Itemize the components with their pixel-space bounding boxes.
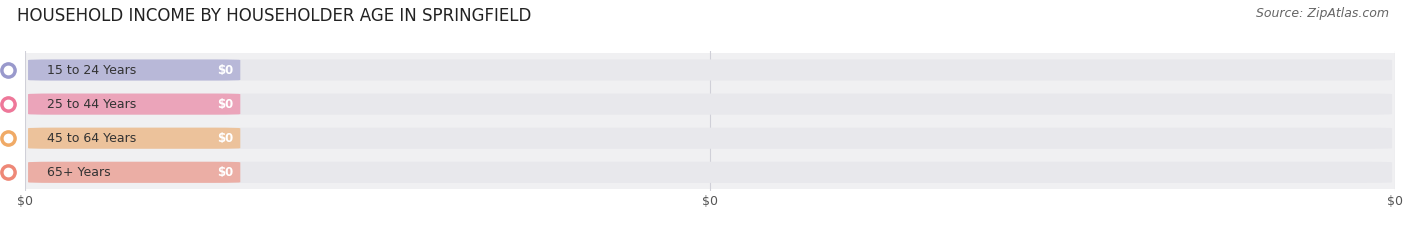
Text: $0: $0 bbox=[217, 166, 233, 179]
Bar bbox=[25, 87, 1395, 121]
FancyBboxPatch shape bbox=[28, 128, 1392, 149]
Bar bbox=[25, 53, 1395, 87]
Text: HOUSEHOLD INCOME BY HOUSEHOLDER AGE IN SPRINGFIELD: HOUSEHOLD INCOME BY HOUSEHOLDER AGE IN S… bbox=[17, 7, 531, 25]
FancyBboxPatch shape bbox=[28, 59, 240, 81]
FancyBboxPatch shape bbox=[28, 93, 1392, 115]
FancyBboxPatch shape bbox=[28, 162, 1392, 183]
FancyBboxPatch shape bbox=[28, 59, 1392, 81]
Text: $0: $0 bbox=[217, 132, 233, 145]
FancyBboxPatch shape bbox=[28, 162, 240, 183]
Text: Source: ZipAtlas.com: Source: ZipAtlas.com bbox=[1256, 7, 1389, 20]
Text: $0: $0 bbox=[217, 98, 233, 111]
Text: 15 to 24 Years: 15 to 24 Years bbox=[48, 64, 136, 76]
Bar bbox=[25, 121, 1395, 155]
Text: $0: $0 bbox=[217, 64, 233, 76]
FancyBboxPatch shape bbox=[28, 93, 240, 115]
Text: 45 to 64 Years: 45 to 64 Years bbox=[48, 132, 136, 145]
Text: 25 to 44 Years: 25 to 44 Years bbox=[48, 98, 136, 111]
FancyBboxPatch shape bbox=[28, 128, 240, 149]
Text: 65+ Years: 65+ Years bbox=[48, 166, 111, 179]
Bar bbox=[25, 155, 1395, 189]
